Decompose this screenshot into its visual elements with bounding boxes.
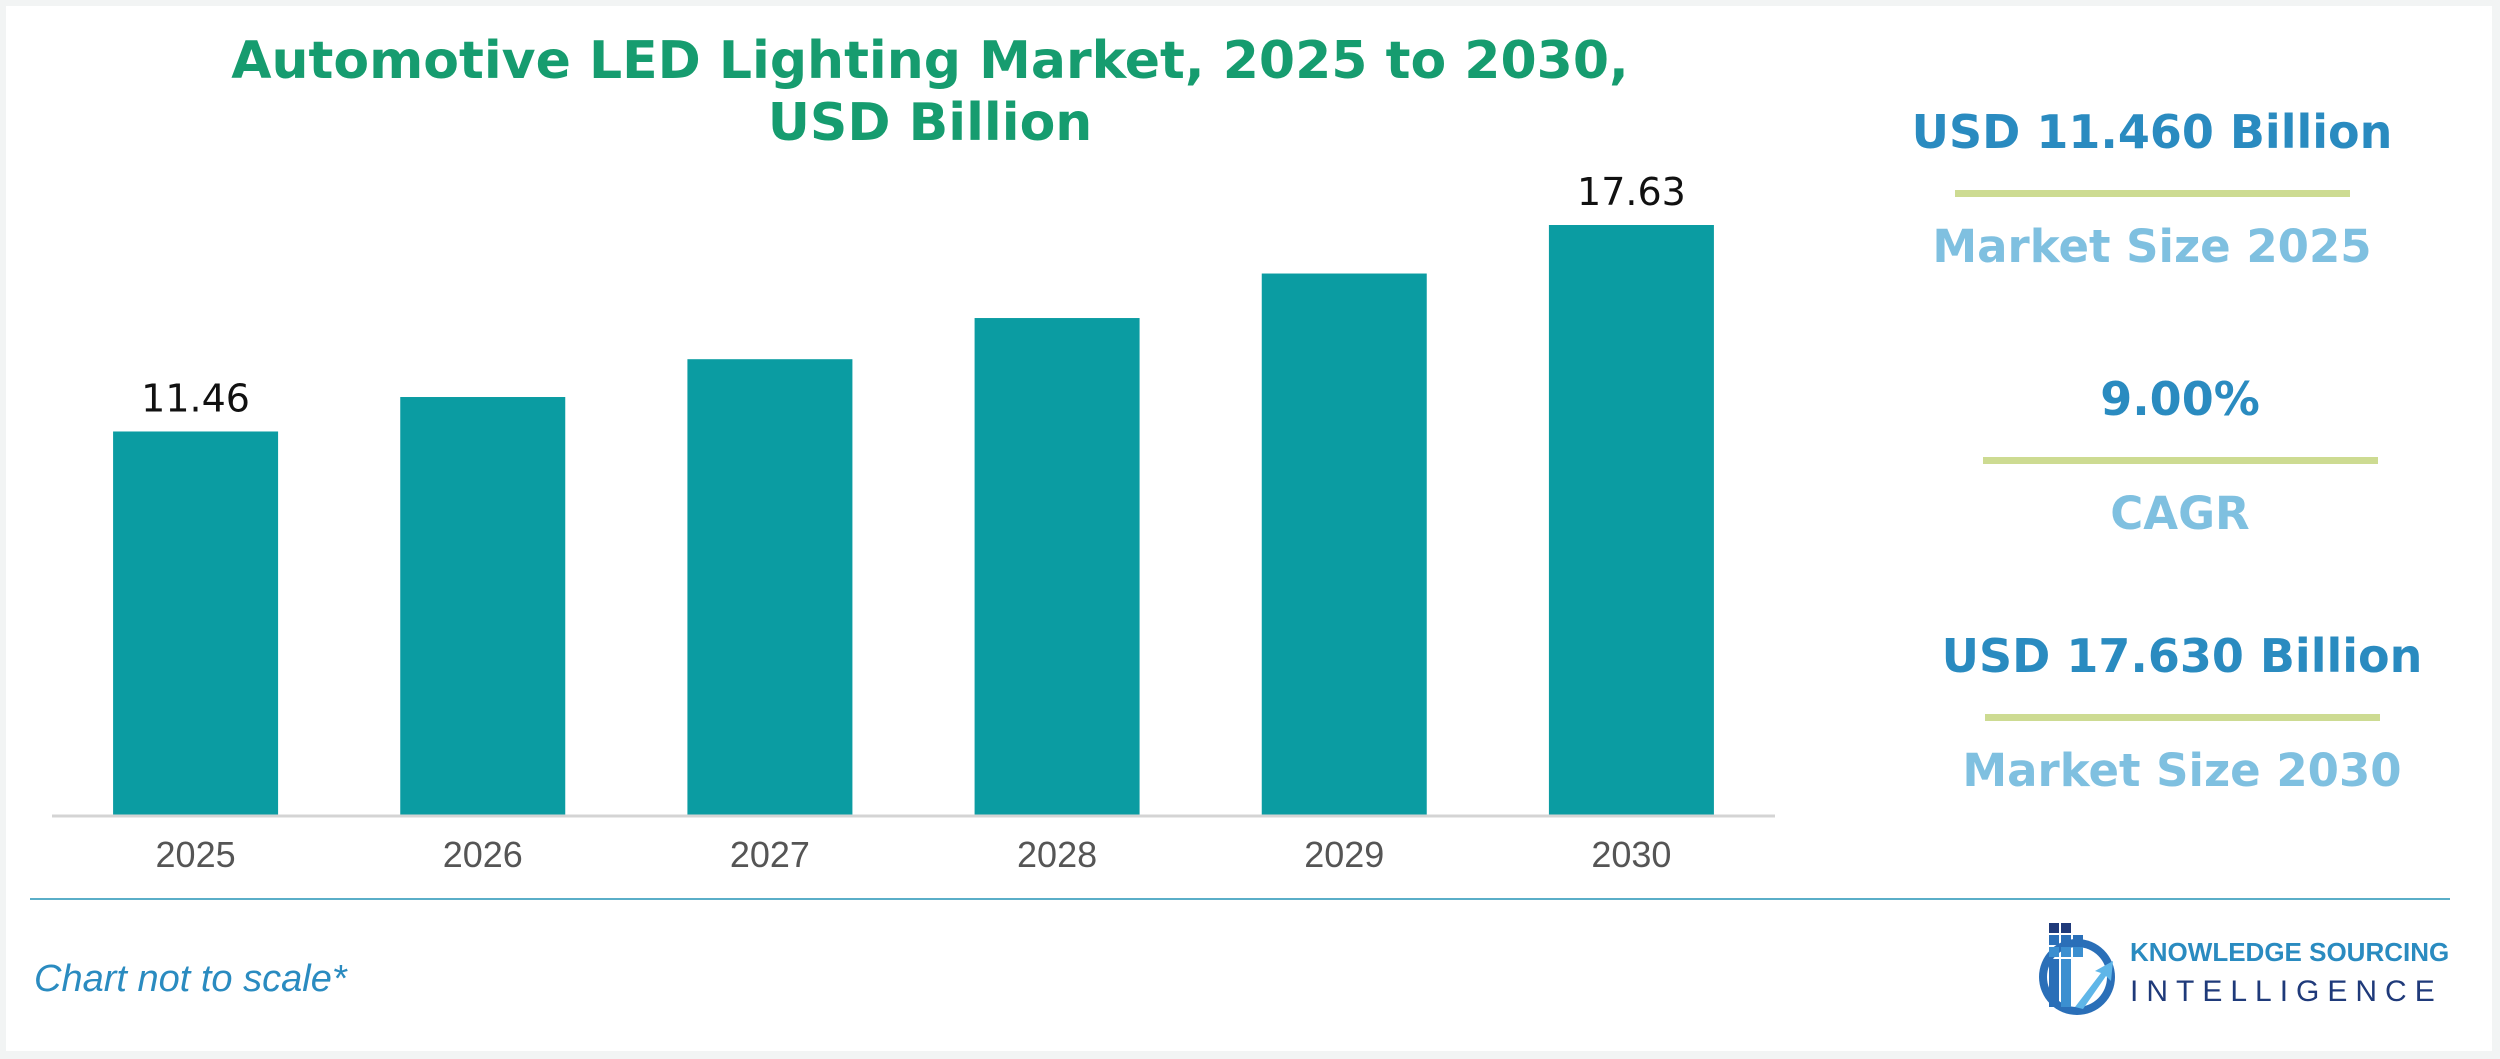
data-label-2025: 11.46 — [141, 376, 250, 420]
kpi-divider — [1954, 190, 2350, 197]
bar-2028 — [974, 318, 1140, 815]
building-arrow-icon — [2039, 923, 2115, 1015]
kpi-value: USD 11.460 Billion — [1911, 105, 2393, 159]
bar-2029 — [1261, 273, 1427, 815]
chart-title-line-1: Automotive LED Lighting Market, 2025 to … — [231, 31, 1629, 91]
x-tick-2026: 2026 — [443, 834, 523, 875]
kpi-label: Market Size 2030 — [1962, 744, 2402, 797]
kpi-label: Market Size 2025 — [1932, 220, 2372, 273]
x-tick-2027: 2027 — [730, 834, 810, 875]
kpi-market-size-2025: USD 11.460 Billion Market Size 2025 — [1872, 104, 2432, 275]
x-tick-2030: 2030 — [1591, 834, 1671, 875]
company-logo: KNOWLEDGE SOURCING INTELLIGENCE — [2035, 915, 2475, 1025]
kpi-divider — [1982, 457, 2378, 464]
kpi-divider — [1984, 714, 2380, 721]
kpi-label: CAGR — [2110, 487, 2250, 540]
chart-note: Chart not to scale* — [34, 958, 347, 1000]
bar-2026 — [400, 397, 566, 815]
logo-text-line-1: KNOWLEDGE SOURCING — [2130, 937, 2450, 967]
kpi-value: 9.00% — [2100, 372, 2260, 426]
x-tick-2029: 2029 — [1304, 834, 1384, 875]
chart-title-line-2: USD Billion — [767, 93, 1093, 153]
chart-title: Automotive LED Lighting Market, 2025 to … — [200, 30, 1660, 154]
logo-text-line-2: INTELLIGENCE — [2130, 975, 2443, 1008]
bar-2030 — [1548, 225, 1714, 815]
x-tick-2028: 2028 — [1017, 834, 1097, 875]
kpi-cagr: 9.00% CAGR — [1900, 371, 2460, 542]
bar-2025 — [113, 431, 279, 815]
footer-divider — [30, 898, 2450, 900]
bar-2027 — [687, 359, 853, 815]
x-tick-2025: 2025 — [156, 834, 236, 875]
kpi-market-size-2030: USD 17.630 Billion Market Size 2030 — [1902, 628, 2462, 799]
data-label-2030: 17.63 — [1577, 170, 1686, 214]
kpi-value: USD 17.630 Billion — [1941, 629, 2423, 683]
